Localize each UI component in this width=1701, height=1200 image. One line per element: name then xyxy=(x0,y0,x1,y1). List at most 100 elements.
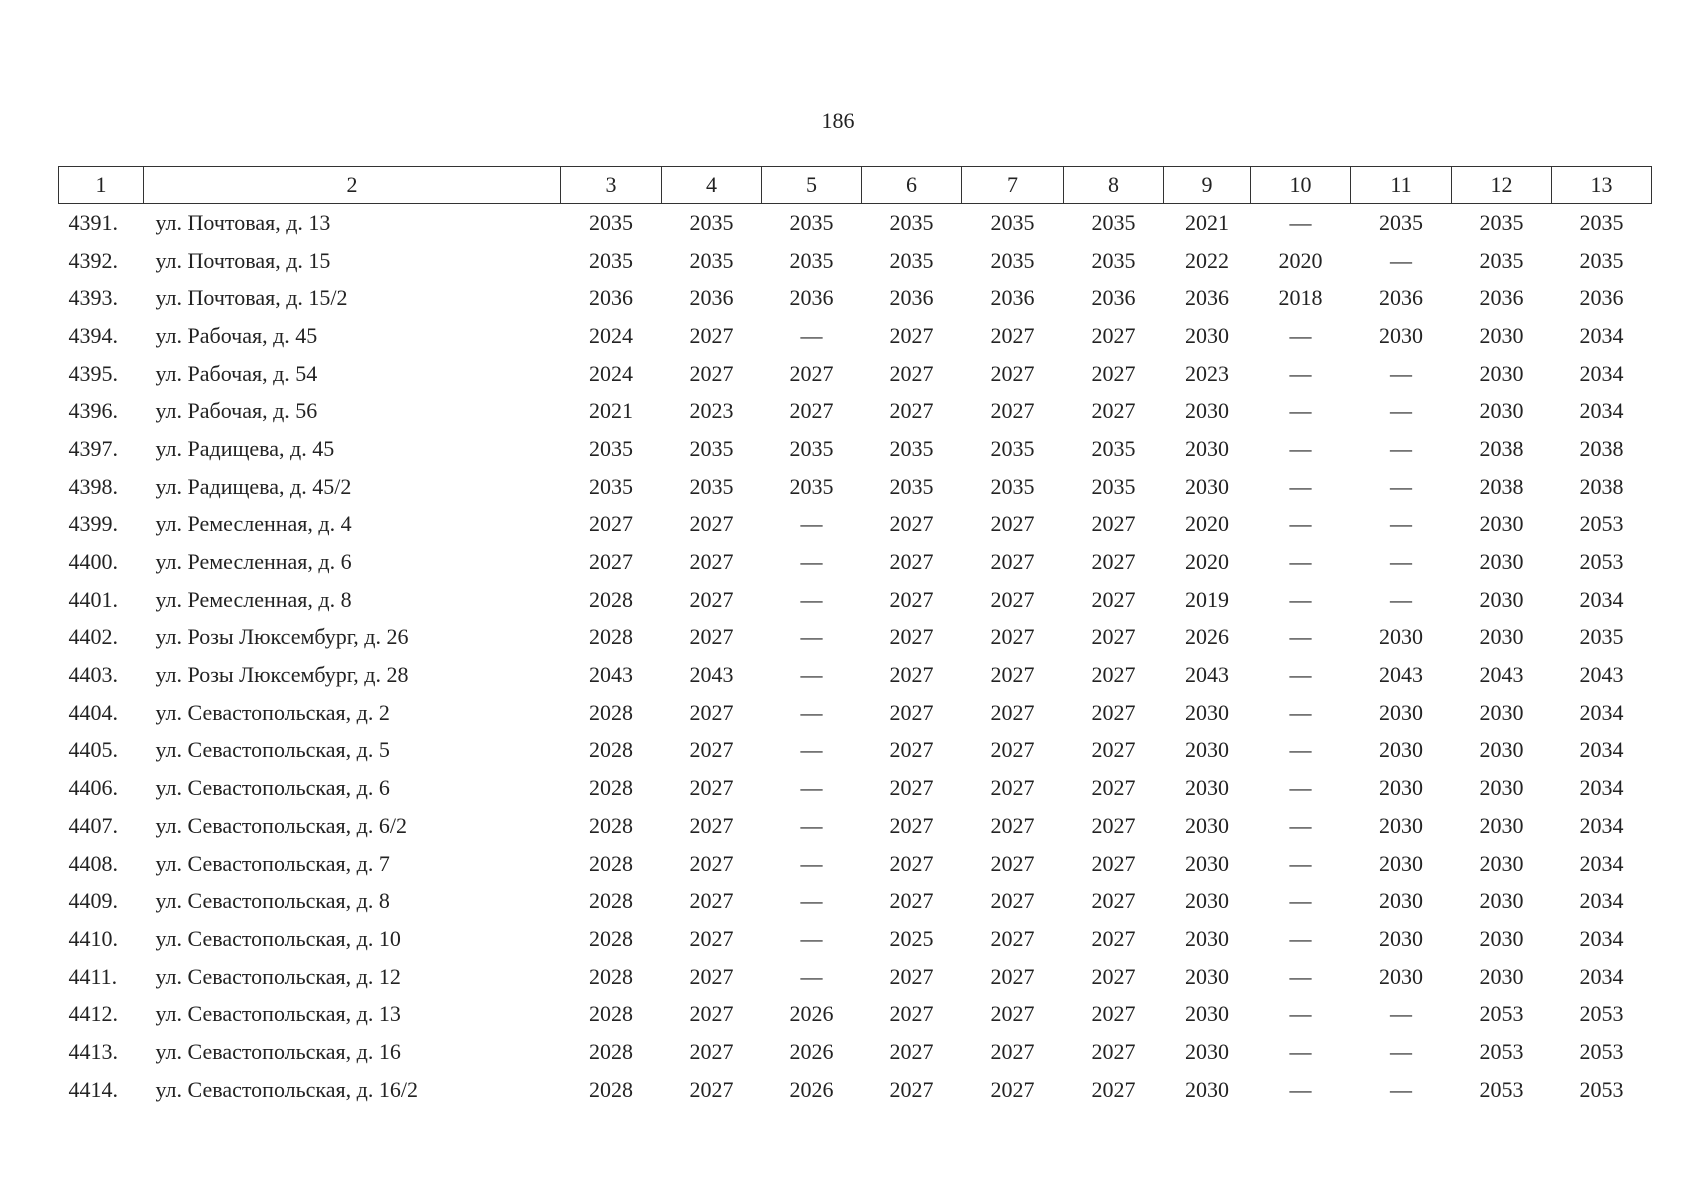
cell: 2024 xyxy=(589,322,633,348)
cell: 2043 xyxy=(1379,662,1423,688)
cell: 2036 xyxy=(789,285,834,311)
cell: 2027 xyxy=(990,1001,1035,1027)
table-row: 4396. ул. Рабочая, д. 56 2021 2023 2027 2027 2… xyxy=(59,392,1652,430)
cell: 2022 xyxy=(1185,247,1229,273)
cell: 2034 xyxy=(1579,360,1624,386)
cell: — xyxy=(1289,511,1312,537)
cell: 2027 xyxy=(889,1001,934,1027)
cell: 2030 xyxy=(1185,435,1229,461)
cell: 2027 xyxy=(689,1076,734,1102)
page-number: 186 xyxy=(821,108,855,133)
cell: 2030 xyxy=(1379,925,1423,951)
cell: 2027 xyxy=(689,812,734,838)
cell: 2035 xyxy=(789,209,834,235)
address: ул. Почтовая, д. 13 xyxy=(155,209,331,235)
cell: 2028 xyxy=(589,1038,633,1064)
cell: 2043 xyxy=(1479,662,1524,688)
cell: 2053 xyxy=(1479,1076,1524,1102)
cell: — xyxy=(800,812,823,838)
cell: 2035 xyxy=(1479,247,1524,273)
cell: 2028 xyxy=(589,586,633,612)
cell: 2027 xyxy=(990,322,1035,348)
cell: 2027 xyxy=(889,699,934,725)
column-header: 2 xyxy=(143,166,561,204)
cell: — xyxy=(1289,888,1312,914)
cell: 2027 xyxy=(889,775,934,801)
cell: — xyxy=(1390,473,1412,499)
cell: 2027 xyxy=(1091,1038,1136,1064)
cell: 2035 xyxy=(1091,209,1136,235)
cell: 2027 xyxy=(689,511,734,537)
table-row: 4414. ул. Севастопольская, д. 16/2 2028 202… xyxy=(59,1071,1652,1109)
table-row: 4413. ул. Севастопольская, д. 16 2028 2027 2… xyxy=(59,1033,1652,1071)
cell: 2030 xyxy=(1479,775,1524,801)
cell: — xyxy=(1289,209,1312,235)
cell: 2053 xyxy=(1579,1038,1624,1064)
cell: 2027 xyxy=(990,737,1035,763)
cell: 2034 xyxy=(1579,699,1624,725)
cell: 2030 xyxy=(1479,511,1524,537)
address: ул. Рабочая, д. 56 xyxy=(155,398,318,424)
column-header: 13 xyxy=(1551,166,1652,204)
cell: 2027 xyxy=(990,511,1035,537)
cell: 2028 xyxy=(589,925,633,951)
cell: 2036 xyxy=(889,285,934,311)
cell: 2030 xyxy=(1185,1076,1229,1102)
cell: — xyxy=(1390,1001,1412,1027)
cell: — xyxy=(1390,586,1412,612)
cell: 2035 xyxy=(589,435,633,461)
row-number: 4403. xyxy=(68,662,119,688)
cell: 2027 xyxy=(889,624,934,650)
cell: 2028 xyxy=(589,699,633,725)
cell: 2035 xyxy=(990,247,1035,273)
table-row: 4400. ул. Ремесленная, д. 6 2027 2027 — 2027 2… xyxy=(59,543,1652,581)
cell: — xyxy=(800,624,823,650)
row-number: 4411. xyxy=(68,963,118,989)
cell: 2030 xyxy=(1479,360,1524,386)
cell: — xyxy=(1390,360,1412,386)
cell: 2030 xyxy=(1379,737,1423,763)
row-number: 4412. xyxy=(68,1001,119,1027)
cell: — xyxy=(800,737,823,763)
cell: 2023 xyxy=(689,398,734,424)
table-row: 4393. ул. Почтовая, д. 15/2 2036 2036 2036 20… xyxy=(59,279,1652,317)
table-row: 4411. ул. Севастопольская, д. 12 2028 2027 —… xyxy=(59,958,1652,996)
cell: 2035 xyxy=(990,473,1035,499)
cell: 2035 xyxy=(689,209,734,235)
cell: 2053 xyxy=(1579,549,1624,575)
cell: 2028 xyxy=(589,624,633,650)
cell: — xyxy=(1289,963,1312,989)
address: ул. Севастопольская, д. 13 xyxy=(155,1001,401,1027)
cell: 2027 xyxy=(689,925,734,951)
cell: 2043 xyxy=(1185,662,1229,688)
cell: 2030 xyxy=(1379,775,1423,801)
cell: 2035 xyxy=(1091,473,1136,499)
cell: 2027 xyxy=(1091,511,1136,537)
cell: — xyxy=(1289,662,1312,688)
cell: 2027 xyxy=(689,322,734,348)
cell: 2035 xyxy=(889,209,934,235)
address: ул. Севастопольская, д. 10 xyxy=(155,925,401,951)
row-number: 4409. xyxy=(68,888,119,914)
cell: — xyxy=(1289,435,1312,461)
cell: 2026 xyxy=(1185,624,1229,650)
row-number: 4393. xyxy=(68,285,119,311)
cell: 2035 xyxy=(589,247,633,273)
table-row: 4410. ул. Севастопольская, д. 10 2028 2027 —… xyxy=(59,920,1652,958)
cell: 2027 xyxy=(889,1038,934,1064)
cell: 2030 xyxy=(1185,850,1229,876)
cell: 2027 xyxy=(889,888,934,914)
cell: 2027 xyxy=(889,586,934,612)
cell: 2030 xyxy=(1479,963,1524,989)
address: ул. Севастопольская, д. 6/2 xyxy=(155,812,407,838)
cell: 2030 xyxy=(1479,549,1524,575)
cell: 2027 xyxy=(689,624,734,650)
cell: 2035 xyxy=(1091,247,1136,273)
cell: — xyxy=(800,699,823,725)
table-row: 4394. ул. Рабочая, д. 45 2024 2027 — 2027 2027… xyxy=(59,317,1652,355)
cell: — xyxy=(1289,850,1312,876)
row-number: 4413. xyxy=(68,1038,119,1064)
cell: 2023 xyxy=(1185,360,1229,386)
cell: 2027 xyxy=(689,360,734,386)
cell: 2030 xyxy=(1479,888,1524,914)
